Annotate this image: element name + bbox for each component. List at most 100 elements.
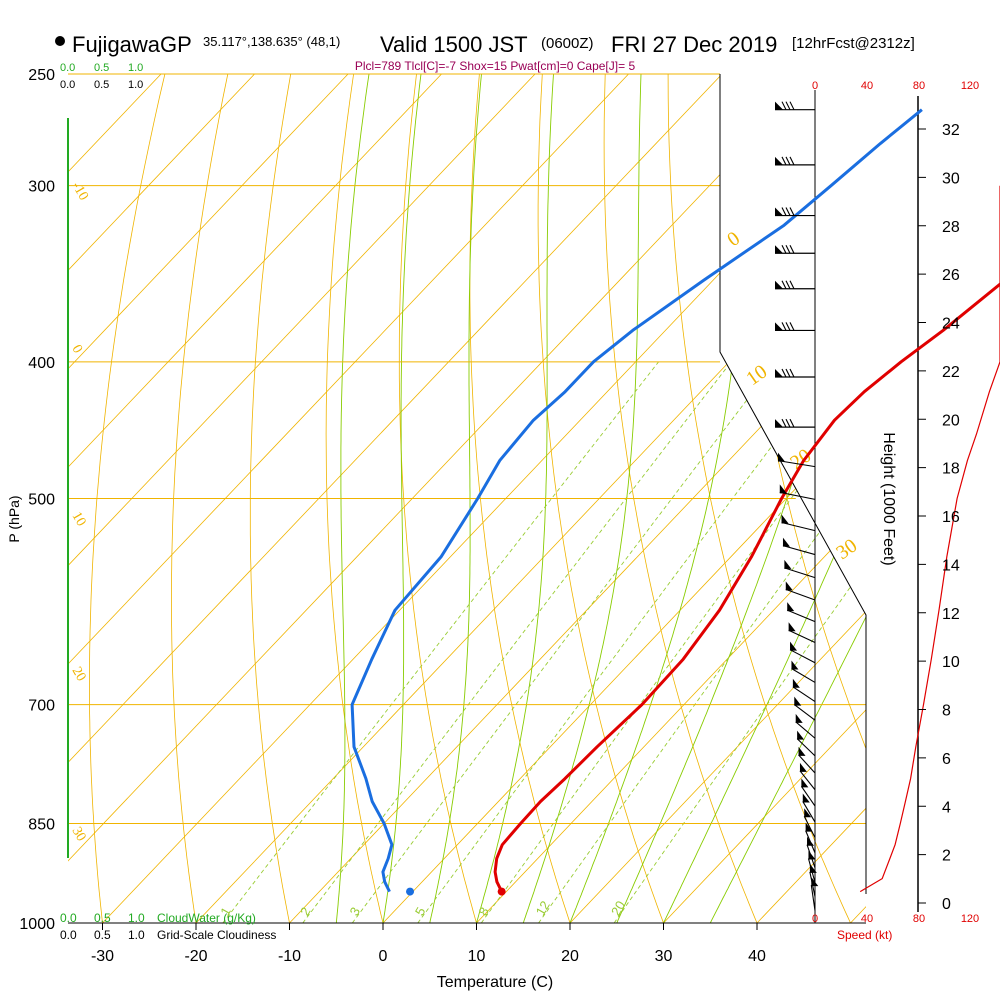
surface-temperature-marker bbox=[497, 887, 506, 896]
valid-date: FRI 27 Dec 2019 bbox=[611, 32, 777, 57]
moist-adiabat-line bbox=[709, 74, 866, 923]
dewpoint-profile-line bbox=[350, 108, 923, 893]
wind-barb bbox=[806, 836, 816, 868]
parcel-parameters: Plcl=789 Tlcl[C]=-7 Shox=15 Pwat[cm]=0 C… bbox=[355, 59, 636, 73]
pressure-tick-label: 300 bbox=[28, 179, 55, 196]
dry-adiabat-line bbox=[170, 74, 229, 923]
pressure-tick-label: 1000 bbox=[19, 916, 55, 933]
speed-bottom-label-3: 120 bbox=[961, 913, 979, 925]
mixing-ratio-label: 12 bbox=[533, 898, 553, 918]
wind-barb bbox=[798, 746, 816, 774]
dry-adiabat-line bbox=[920, 74, 1000, 923]
cloudwater-title: CloudWater (g/Kg) bbox=[157, 911, 256, 925]
dry-adiabat-line bbox=[249, 74, 292, 923]
speed-bottom-label-2: 80 bbox=[913, 913, 925, 925]
wind-barb bbox=[775, 322, 815, 332]
speed-top-label-3: 120 bbox=[961, 80, 979, 92]
height-tick-label: 4 bbox=[942, 799, 951, 816]
height-tick-label: 30 bbox=[942, 170, 960, 187]
height-tick-label: 26 bbox=[942, 267, 960, 284]
isotherm-line bbox=[944, 74, 1000, 923]
dry-adiabat-line bbox=[983, 74, 1000, 923]
plot-right-boundary bbox=[719, 74, 867, 894]
station-name: FujigawaGP bbox=[72, 32, 192, 57]
height-tick-label: 24 bbox=[942, 316, 960, 333]
x-tick-label: 30 bbox=[655, 948, 673, 965]
height-tick-label: 10 bbox=[942, 654, 960, 671]
isotherm-line bbox=[850, 74, 866, 923]
x-tick-label: 40 bbox=[748, 948, 766, 965]
x-tick-label: 0 bbox=[379, 948, 388, 965]
station-location: 35.117°,138.635° (48,1) bbox=[203, 34, 340, 49]
x-tick-label: 10 bbox=[468, 948, 486, 965]
speed-scale-bottom: 0 40 80 120 Speed (kt) bbox=[812, 913, 979, 942]
height-axis-title: Height (1000 Feet) bbox=[880, 432, 897, 565]
speed-top-label-2: 80 bbox=[913, 80, 925, 92]
moist-adiabat-label: 10 bbox=[742, 361, 771, 390]
mixing-ratio-line bbox=[480, 361, 866, 923]
dry-adiabat-label: 30 bbox=[69, 825, 89, 845]
dry-adiabat-label: -10 bbox=[69, 180, 91, 204]
moist-adiabat-line bbox=[382, 74, 422, 923]
mixing-ratio-line bbox=[222, 361, 659, 923]
speed-scale-top: 0 40 80 120 bbox=[812, 80, 979, 92]
wind-barb bbox=[810, 877, 819, 911]
dry-adiabat-line bbox=[325, 74, 384, 923]
y-axis-title: P (hPa) bbox=[6, 495, 22, 542]
mixing-ratio-line bbox=[351, 361, 777, 923]
mixing-ratio-line bbox=[302, 361, 732, 923]
dry-adiabat-label: 10 bbox=[69, 510, 89, 530]
wind-barb bbox=[775, 368, 815, 378]
wind-barb bbox=[782, 537, 816, 556]
height-tick-label: 32 bbox=[942, 122, 960, 139]
wind-barb bbox=[789, 641, 816, 664]
moist-adiabat-line bbox=[522, 74, 642, 923]
dry-adiabat-line bbox=[537, 74, 664, 923]
isotherm-line bbox=[68, 74, 349, 923]
cloudwater-bottom-label-0: 0.0 bbox=[60, 911, 77, 925]
pressure-tick-label: 700 bbox=[28, 698, 55, 715]
moist-adiabat-label: 0 bbox=[723, 227, 744, 251]
dry-adiabat-line bbox=[398, 74, 477, 923]
isotherm-line bbox=[663, 74, 866, 923]
wind-barb bbox=[800, 778, 816, 807]
wind-barb bbox=[781, 514, 816, 532]
cloudiness-bottom-label-2: 1.0 bbox=[128, 928, 145, 942]
isotherm-line bbox=[68, 74, 442, 923]
dry-adiabat-label: 20 bbox=[69, 665, 89, 685]
speed-title: Speed (kt) bbox=[837, 928, 892, 942]
wind-barb bbox=[799, 762, 816, 791]
isotherm-line bbox=[68, 74, 255, 923]
height-tick-label: 16 bbox=[942, 509, 960, 526]
wind-barb bbox=[786, 602, 816, 623]
dry-adiabat-line bbox=[469, 74, 571, 923]
moist-adiabat-line bbox=[429, 74, 482, 923]
wind-barb bbox=[792, 678, 816, 703]
height-tick-label: 20 bbox=[942, 412, 960, 429]
header: FujigawaGP 35.117°,138.635° (48,1) Valid… bbox=[55, 32, 915, 73]
x-tick-label: -20 bbox=[184, 948, 207, 965]
axes: -30 -20 -10 0 10 20 30 402503004005007008501000… bbox=[19, 67, 959, 965]
dry-adiabat-line bbox=[603, 74, 758, 923]
height-tick-label: 8 bbox=[942, 703, 951, 720]
cloudwater-scale-bottom: 0.0 0.5 1.0 CloudWater (g/Kg) 0.0 0.5 1.… bbox=[60, 911, 276, 942]
wind-barb bbox=[775, 207, 815, 217]
pressure-tick-label: 850 bbox=[28, 816, 55, 833]
cloudwater-bottom-label-1: 0.5 bbox=[94, 911, 111, 925]
height-tick-label: 0 bbox=[942, 896, 951, 913]
cloudwater-bottom-label-2: 1.0 bbox=[128, 911, 145, 925]
wind-barb bbox=[802, 793, 816, 823]
wind-barb bbox=[777, 452, 816, 468]
height-tick-label: 12 bbox=[942, 606, 960, 623]
speed-top-label-1: 40 bbox=[861, 80, 873, 92]
moist-adiabat-line bbox=[335, 74, 370, 923]
wind-barb bbox=[785, 581, 816, 601]
wind-barb bbox=[803, 808, 816, 838]
wind-barb bbox=[791, 660, 816, 683]
isobar-lines bbox=[68, 73, 866, 924]
x-tick-label: -10 bbox=[278, 948, 301, 965]
wind-barb bbox=[775, 280, 815, 290]
cloudiness-top-label-1: 0.5 bbox=[94, 79, 109, 91]
